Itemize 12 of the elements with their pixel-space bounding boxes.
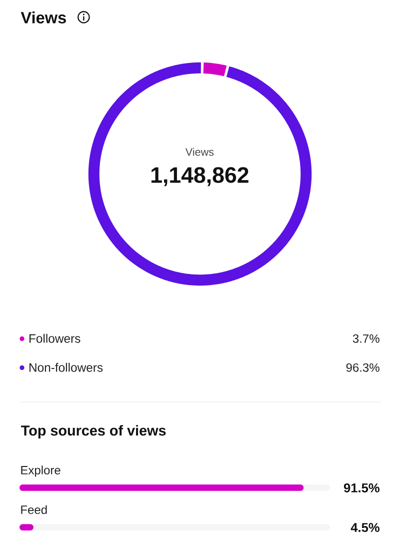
data-label: 91.5% xyxy=(344,483,380,492)
y-tick-label: Explore xyxy=(21,466,60,477)
chart-title: Views xyxy=(20,11,66,24)
y-tick-label: Feed xyxy=(21,505,47,514)
text: 1,148,862 xyxy=(152,167,248,186)
data-label: 96.3% xyxy=(346,363,380,372)
text: Views xyxy=(185,148,214,156)
data-label: 4.5% xyxy=(350,522,380,532)
legend-label: Followers xyxy=(30,334,80,343)
chart-title: Top sources of views xyxy=(21,425,166,438)
legend-label: Non-followers xyxy=(30,362,103,372)
data-label: 3.7% xyxy=(352,334,380,343)
